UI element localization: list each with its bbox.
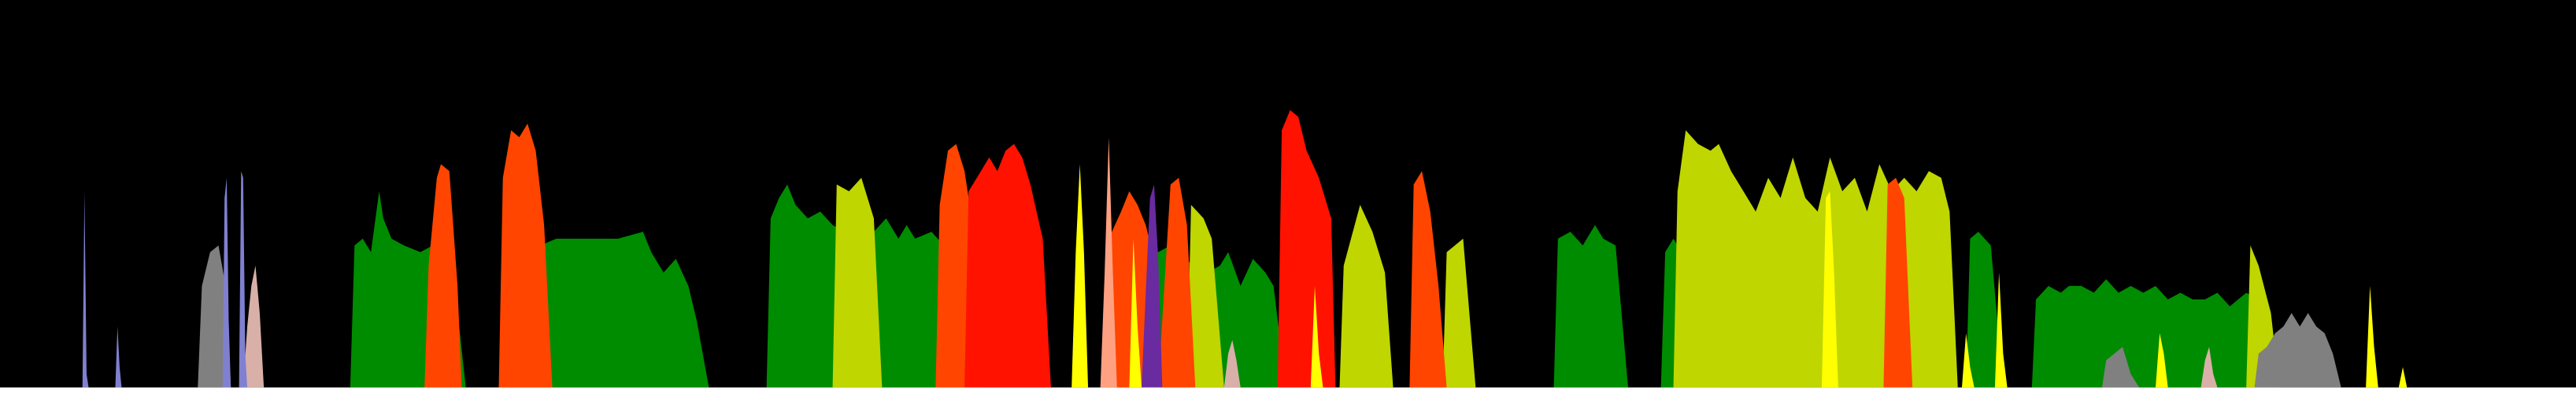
series-area-green-0 — [350, 184, 2280, 388]
series-area-purple-8 — [1142, 184, 1163, 388]
series-area-gray-5 — [198, 245, 2341, 388]
series-area-red-3 — [964, 110, 1336, 388]
series-area-salmon-9 — [1100, 137, 1117, 388]
series-area-orangered-2 — [424, 123, 1913, 388]
baseline-strip — [0, 387, 2576, 394]
series-area-pink-6 — [242, 266, 2218, 388]
series-area-yellowgreen-1 — [832, 130, 2280, 388]
series-layer — [82, 110, 2408, 388]
